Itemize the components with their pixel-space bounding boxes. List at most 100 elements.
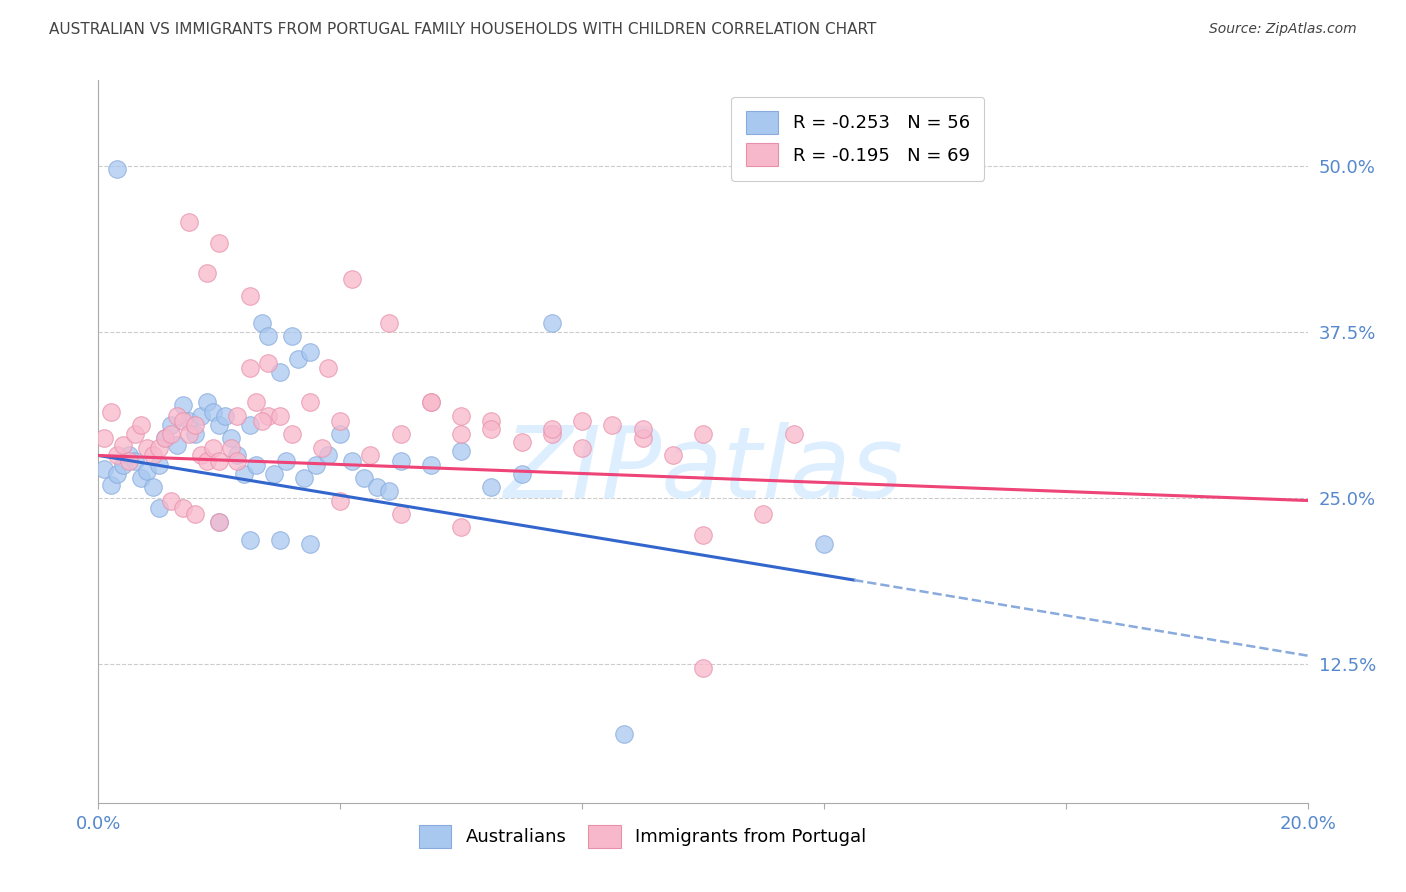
Point bbox=[202, 441, 225, 455]
Point bbox=[135, 464, 157, 478]
Point bbox=[239, 533, 262, 548]
Point bbox=[160, 427, 183, 442]
Point bbox=[118, 449, 141, 463]
Point bbox=[93, 461, 115, 475]
Point bbox=[221, 431, 243, 445]
Point bbox=[571, 441, 593, 455]
Point bbox=[208, 236, 231, 251]
Point bbox=[245, 395, 267, 409]
Point bbox=[481, 480, 503, 494]
Point bbox=[111, 438, 134, 452]
Point bbox=[360, 449, 382, 463]
Point bbox=[105, 467, 128, 481]
Point bbox=[184, 417, 207, 432]
Point bbox=[269, 365, 291, 379]
Point bbox=[281, 427, 304, 442]
Point bbox=[208, 454, 231, 468]
Point bbox=[510, 435, 533, 450]
Point bbox=[245, 458, 267, 472]
Point bbox=[342, 454, 364, 468]
Point bbox=[661, 449, 683, 463]
Point bbox=[190, 409, 212, 423]
Point bbox=[232, 467, 254, 481]
Point bbox=[420, 395, 443, 409]
Point bbox=[195, 454, 218, 468]
Point bbox=[269, 533, 291, 548]
Point bbox=[299, 395, 322, 409]
Point bbox=[420, 395, 443, 409]
Point bbox=[202, 405, 225, 419]
Point bbox=[256, 356, 278, 370]
Point bbox=[172, 414, 194, 428]
Point bbox=[148, 458, 170, 472]
Point bbox=[214, 409, 236, 423]
Point bbox=[160, 493, 183, 508]
Point bbox=[377, 316, 399, 330]
Point bbox=[221, 441, 243, 455]
Point bbox=[316, 449, 339, 463]
Point bbox=[148, 501, 170, 516]
Point bbox=[366, 480, 388, 494]
Point bbox=[613, 727, 636, 741]
Point bbox=[105, 449, 128, 463]
Point bbox=[510, 467, 533, 481]
Point bbox=[481, 414, 503, 428]
Point bbox=[105, 162, 128, 177]
Point bbox=[631, 422, 654, 436]
Point bbox=[100, 477, 122, 491]
Point bbox=[129, 417, 152, 432]
Point bbox=[135, 441, 157, 455]
Point bbox=[450, 520, 472, 534]
Point bbox=[571, 414, 593, 428]
Point bbox=[124, 427, 146, 442]
Point bbox=[256, 329, 278, 343]
Point bbox=[100, 405, 122, 419]
Point bbox=[263, 467, 285, 481]
Point bbox=[540, 316, 562, 330]
Point bbox=[481, 422, 503, 436]
Point bbox=[692, 427, 714, 442]
Point bbox=[274, 454, 297, 468]
Point bbox=[342, 272, 364, 286]
Point bbox=[179, 427, 201, 442]
Point bbox=[250, 316, 273, 330]
Point bbox=[305, 458, 328, 472]
Point bbox=[281, 329, 304, 343]
Point bbox=[111, 458, 134, 472]
Point bbox=[148, 441, 170, 455]
Point bbox=[292, 471, 315, 485]
Point bbox=[329, 493, 352, 508]
Point bbox=[329, 414, 352, 428]
Point bbox=[208, 417, 231, 432]
Point bbox=[172, 398, 194, 412]
Point bbox=[118, 454, 141, 468]
Point bbox=[269, 409, 291, 423]
Point bbox=[160, 417, 183, 432]
Point bbox=[299, 537, 322, 551]
Point bbox=[239, 289, 262, 303]
Point bbox=[450, 427, 472, 442]
Point bbox=[287, 351, 309, 366]
Point bbox=[190, 449, 212, 463]
Point bbox=[179, 414, 201, 428]
Point bbox=[752, 507, 775, 521]
Point bbox=[172, 501, 194, 516]
Point bbox=[226, 454, 249, 468]
Point bbox=[329, 427, 352, 442]
Point bbox=[692, 528, 714, 542]
Point bbox=[299, 345, 322, 359]
Point bbox=[316, 361, 339, 376]
Point bbox=[93, 431, 115, 445]
Point bbox=[179, 215, 201, 229]
Point bbox=[166, 409, 188, 423]
Point bbox=[692, 660, 714, 674]
Point bbox=[783, 427, 806, 442]
Point bbox=[250, 414, 273, 428]
Point bbox=[540, 427, 562, 442]
Point bbox=[195, 395, 218, 409]
Point bbox=[631, 431, 654, 445]
Point bbox=[195, 266, 218, 280]
Point bbox=[450, 409, 472, 423]
Point bbox=[124, 454, 146, 468]
Point bbox=[153, 431, 176, 445]
